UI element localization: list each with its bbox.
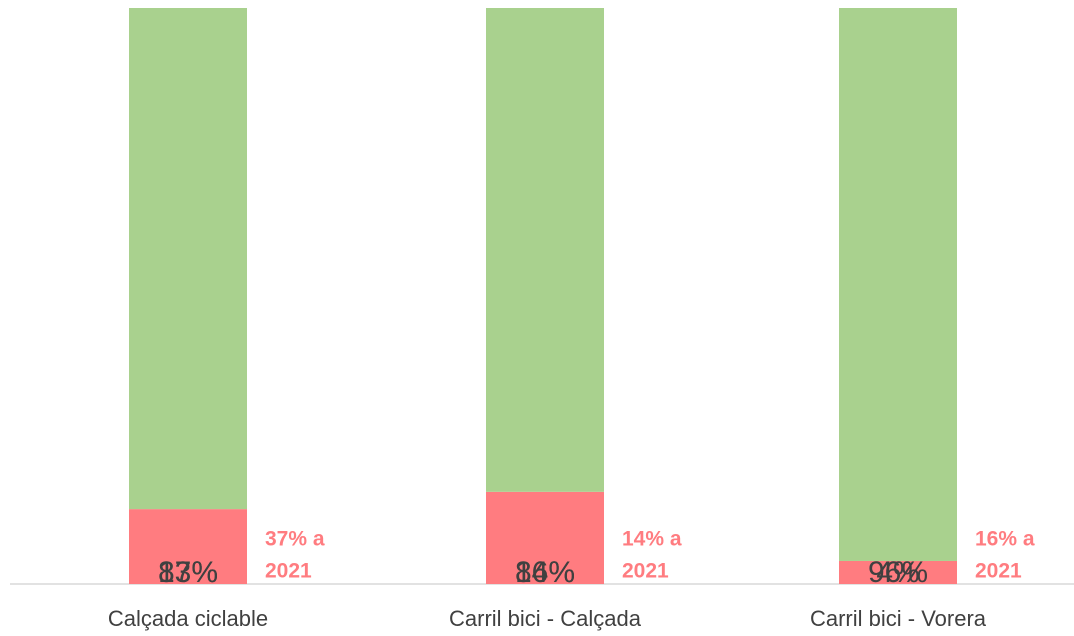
x-tick-label: Carril bici - Calçada	[449, 606, 642, 631]
bar-segment	[129, 8, 247, 510]
x-tick-label: Carril bici - Vorera	[810, 606, 987, 631]
annotation: 2021	[975, 560, 1022, 583]
annotation: 16% a	[975, 528, 1035, 551]
data-label: 84%	[515, 556, 575, 589]
annotation: 14% a	[622, 528, 682, 551]
data-label: 87%	[158, 556, 218, 589]
bar-segment	[486, 8, 604, 492]
annotation: 2021	[622, 560, 669, 583]
bar-segment	[486, 491, 604, 584]
data-label: 16%	[515, 556, 575, 589]
annotation: 37% a	[265, 528, 325, 551]
bar-segment	[839, 560, 957, 584]
annotation: 2021	[265, 560, 312, 583]
data-label: 96%	[868, 556, 928, 589]
bar-segment	[839, 8, 957, 561]
data-label: 4%	[876, 556, 919, 589]
bar-segment	[129, 509, 247, 584]
x-tick-label: Calçada ciclable	[108, 606, 268, 631]
data-label: 13%	[158, 556, 218, 589]
